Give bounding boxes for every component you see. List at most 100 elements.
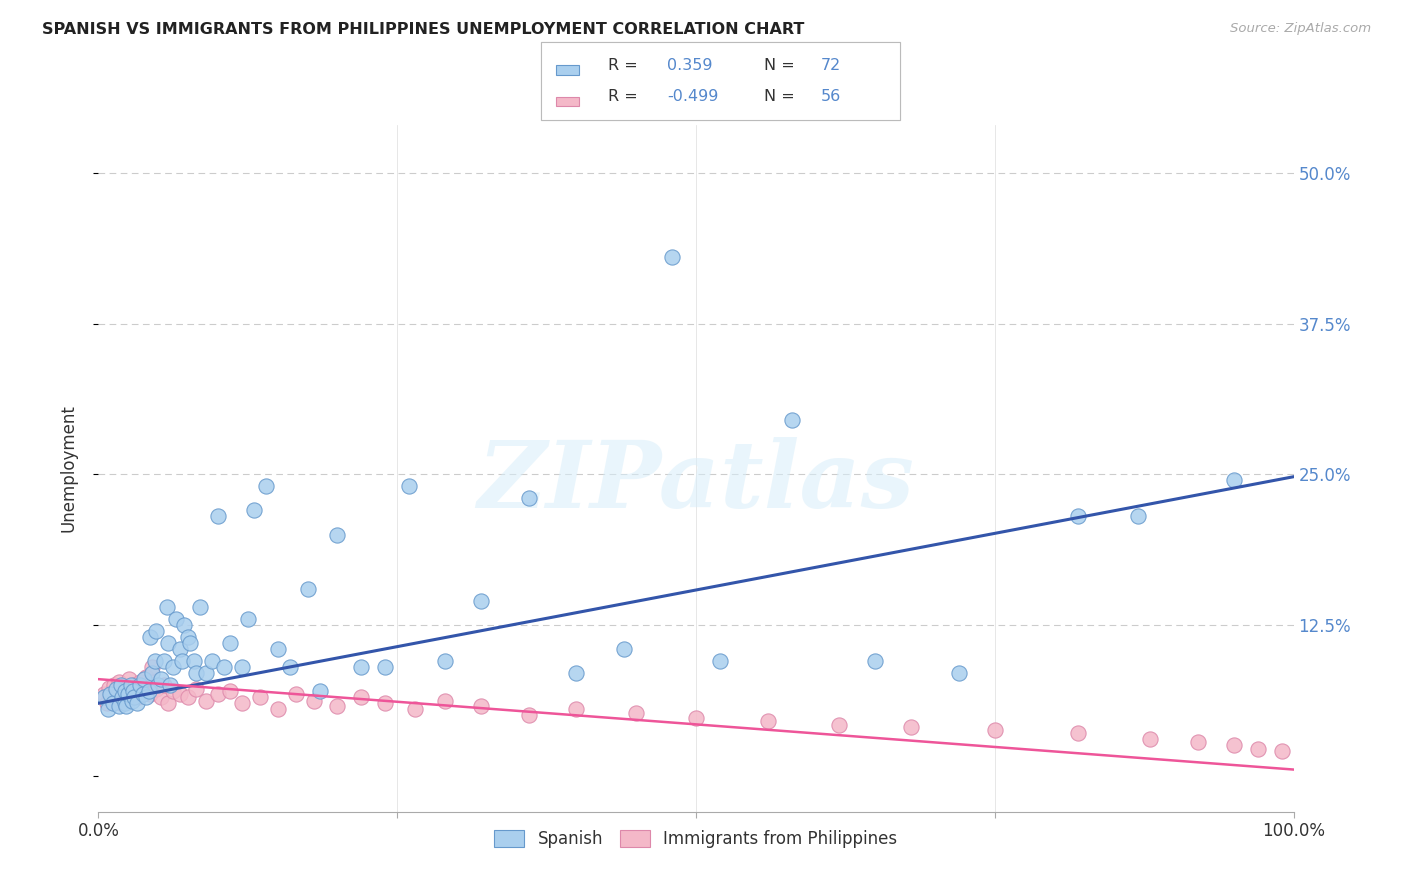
- Point: [98, 681, 121, 695]
- Point: [326, 527, 349, 541]
- Point: [173, 618, 195, 632]
- Point: [169, 687, 191, 701]
- Point: [138, 684, 160, 698]
- Point: [141, 660, 163, 674]
- Point: [326, 698, 349, 713]
- Point: [97, 702, 120, 716]
- Point: [254, 479, 277, 493]
- Point: [201, 654, 224, 668]
- Point: [149, 690, 172, 705]
- Point: [162, 684, 184, 698]
- Point: [114, 684, 136, 698]
- Point: [141, 666, 163, 681]
- Point: [231, 660, 253, 674]
- Point: [121, 694, 143, 708]
- Point: [124, 678, 146, 692]
- FancyBboxPatch shape: [555, 65, 579, 75]
- Point: [374, 696, 396, 710]
- Point: [865, 654, 887, 668]
- Y-axis label: Unemployment: Unemployment: [59, 404, 77, 533]
- Point: [179, 636, 201, 650]
- Text: R =: R =: [607, 89, 643, 104]
- Point: [984, 723, 1007, 737]
- Point: [114, 696, 136, 710]
- Point: [1247, 742, 1270, 756]
- Point: [661, 251, 683, 265]
- Point: [107, 698, 129, 713]
- Point: [110, 696, 132, 710]
- Point: [145, 681, 167, 696]
- Point: [112, 681, 135, 696]
- Point: [404, 702, 426, 716]
- Point: [121, 687, 143, 701]
- Point: [231, 696, 253, 710]
- Point: [470, 698, 492, 713]
- Point: [155, 599, 177, 614]
- Point: [195, 666, 218, 681]
- Text: N =: N =: [763, 89, 800, 104]
- Point: [101, 696, 124, 710]
- Text: 72: 72: [821, 58, 841, 73]
- Point: [297, 582, 319, 596]
- Point: [948, 666, 970, 681]
- Point: [93, 690, 115, 705]
- Point: [613, 642, 636, 657]
- Point: [124, 690, 146, 705]
- Point: [207, 687, 229, 701]
- Point: [1223, 739, 1246, 753]
- Point: [143, 654, 166, 668]
- Point: [517, 491, 540, 506]
- Point: [186, 666, 208, 681]
- Point: [177, 630, 200, 644]
- Point: [900, 720, 922, 734]
- Point: [1139, 732, 1161, 747]
- Point: [169, 642, 191, 657]
- Point: [172, 654, 194, 668]
- Point: [219, 684, 242, 698]
- Text: ZIPatlas: ZIPatlas: [478, 437, 914, 527]
- FancyBboxPatch shape: [541, 42, 900, 120]
- Point: [188, 599, 211, 614]
- Point: [159, 678, 181, 692]
- Point: [120, 678, 142, 692]
- Point: [517, 708, 540, 723]
- Point: [139, 687, 162, 701]
- Point: [434, 654, 457, 668]
- Point: [100, 694, 122, 708]
- Point: [98, 687, 122, 701]
- Point: [249, 690, 271, 705]
- Point: [93, 687, 115, 701]
- Point: [127, 690, 149, 705]
- Point: [115, 698, 138, 713]
- Point: [111, 690, 134, 705]
- Text: Source: ZipAtlas.com: Source: ZipAtlas.com: [1230, 22, 1371, 36]
- Point: [162, 660, 184, 674]
- Text: N =: N =: [763, 58, 800, 73]
- Point: [374, 660, 396, 674]
- Point: [183, 654, 205, 668]
- Point: [350, 660, 373, 674]
- Point: [780, 413, 803, 427]
- Point: [434, 694, 457, 708]
- Point: [1128, 509, 1150, 524]
- Point: [212, 660, 235, 674]
- Point: [105, 690, 128, 705]
- Point: [207, 509, 229, 524]
- Point: [114, 690, 136, 705]
- Point: [122, 684, 145, 698]
- Point: [105, 681, 128, 696]
- Text: 56: 56: [821, 89, 841, 104]
- Point: [219, 636, 242, 650]
- Text: SPANISH VS IMMIGRANTS FROM PHILIPPINES UNEMPLOYMENT CORRELATION CHART: SPANISH VS IMMIGRANTS FROM PHILIPPINES U…: [42, 22, 804, 37]
- Point: [195, 694, 218, 708]
- Point: [398, 479, 420, 493]
- Point: [145, 624, 167, 638]
- Point: [115, 684, 138, 698]
- Point: [135, 670, 157, 684]
- Point: [565, 666, 588, 681]
- Point: [153, 654, 176, 668]
- Point: [1187, 735, 1209, 749]
- Point: [350, 690, 373, 705]
- Point: [267, 702, 290, 716]
- Point: [125, 696, 148, 710]
